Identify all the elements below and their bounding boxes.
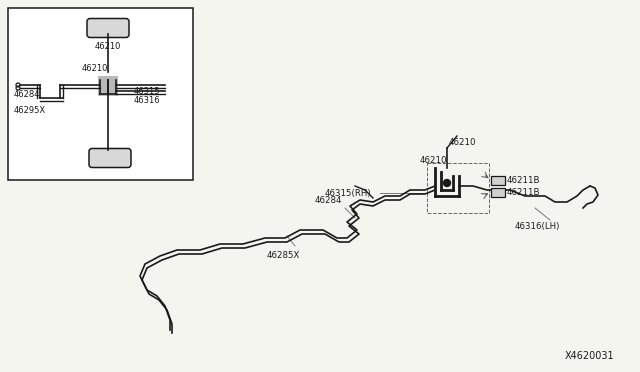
FancyBboxPatch shape — [87, 19, 129, 38]
Bar — [427, 163, 489, 213]
FancyBboxPatch shape — [89, 148, 131, 167]
Text: 46316(LH): 46316(LH) — [515, 221, 561, 231]
Text: 46316: 46316 — [134, 96, 161, 105]
Text: 46210: 46210 — [82, 64, 108, 73]
Text: 46210: 46210 — [95, 42, 122, 51]
Bar — [8, 8, 193, 180]
Text: 46284: 46284 — [14, 90, 40, 99]
Text: 46315: 46315 — [134, 87, 161, 96]
Bar — [491, 176, 505, 185]
Bar — [491, 188, 505, 197]
Bar — [98, 76, 118, 96]
Text: 46295X: 46295X — [14, 106, 46, 115]
Text: 46211B: 46211B — [507, 187, 541, 196]
Circle shape — [444, 180, 451, 186]
Text: X4620031: X4620031 — [565, 351, 614, 361]
Text: 46211B: 46211B — [507, 176, 541, 185]
Text: 46285X: 46285X — [267, 251, 300, 260]
Text: 46315(RH): 46315(RH) — [325, 189, 372, 198]
Text: 46284: 46284 — [315, 196, 342, 205]
Text: 46210: 46210 — [449, 138, 477, 147]
Text: 46210: 46210 — [420, 155, 447, 164]
